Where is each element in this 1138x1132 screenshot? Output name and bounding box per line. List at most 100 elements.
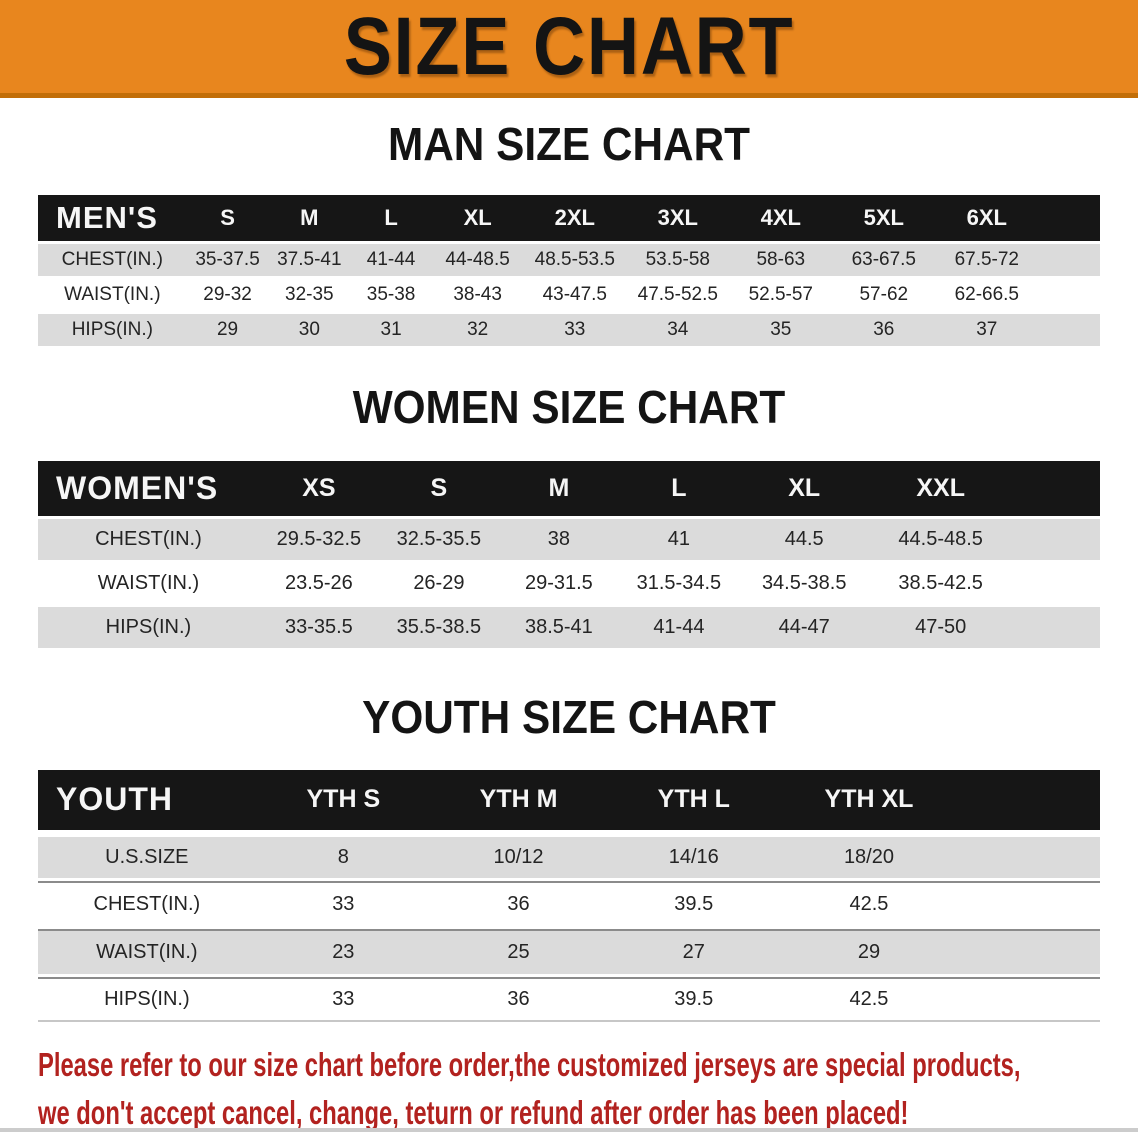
- size-value-cell: 33: [523, 314, 627, 347]
- youth-size-table: YOUTH YTH S YTH M YTH L YTH XL U.S.SIZE 8 10/12…: [38, 767, 1100, 1025]
- size-value-cell: 30: [268, 314, 351, 347]
- bottom-edge-strip: [0, 1128, 1138, 1132]
- content: MAN SIZE CHART MEN'S S M L XL 2XL 3XL 4XL 5XL 6XL…: [0, 120, 1138, 1132]
- header-row: WOMEN'S XS S M L XL XXL: [38, 460, 1100, 516]
- measurement-row: WAIST(IN.) 23 25 27 29: [38, 928, 1100, 974]
- measurement-row: HIPS(IN.) 29 30 31 32 33 34 35 36 37: [38, 314, 1100, 347]
- size-value-cell: 23.5-26: [258, 562, 379, 604]
- size-value-cell: 29: [781, 928, 957, 974]
- size-column-header: 2XL: [523, 195, 627, 242]
- size-value-cell: 35-37.5: [186, 244, 269, 277]
- size-column-header: XL: [738, 460, 870, 516]
- measurement-row: HIPS(IN.) 33-35.5 35.5-38.5 38.5-41 41-44 44-…: [38, 606, 1100, 648]
- size-value-cell: 57-62: [832, 279, 936, 312]
- size-value-cell: 29-32: [186, 279, 269, 312]
- size-value-cell: 26-29: [378, 562, 499, 604]
- table-header: YOUTH YTH S YTH M YTH L YTH XL: [38, 769, 1100, 830]
- size-value-cell: 29.5-32.5: [258, 518, 379, 560]
- header-row: YOUTH YTH S YTH M YTH L YTH XL: [38, 769, 1100, 830]
- size-value-cell: 33-35.5: [258, 606, 379, 648]
- size-value-cell: 25: [430, 928, 607, 974]
- size-value-cell: 43-47.5: [523, 279, 627, 312]
- size-value-cell: 35.5-38.5: [378, 606, 499, 648]
- size-column-header: S: [186, 195, 269, 242]
- row-filler: [956, 832, 1100, 878]
- section-youth: YOUTH SIZE CHART YOUTH YTH S YTH M YTH L YTH…: [38, 692, 1100, 1025]
- size-value-cell: 44.5-48.5: [869, 518, 1012, 560]
- size-value-cell: 37: [935, 314, 1039, 347]
- row-label: U.S.SIZE: [38, 832, 256, 878]
- size-value-cell: 42.5: [781, 880, 957, 926]
- table-body: U.S.SIZE 8 10/12 14/16 18/20 CHEST(IN.) 33 36 39…: [38, 832, 1100, 1022]
- disclaimer: Please refer to our size chart before or…: [38, 1041, 1100, 1132]
- row-filler: [1011, 518, 1100, 560]
- size-value-cell: 36: [430, 880, 607, 926]
- size-column-header: YTH XL: [781, 769, 957, 830]
- row-filler: [1011, 562, 1100, 604]
- header-row: MEN'S S M L XL 2XL 3XL 4XL 5XL 6XL: [38, 195, 1100, 242]
- size-value-cell: 47.5-52.5: [626, 279, 730, 312]
- table-body: CHEST(IN.) 29.5-32.5 32.5-35.5 38 41 44.5 44.5…: [38, 518, 1100, 648]
- size-value-cell: 63-67.5: [832, 244, 936, 277]
- measurement-row: U.S.SIZE 8 10/12 14/16 18/20: [38, 832, 1100, 878]
- row-filler: [1038, 314, 1100, 347]
- size-value-cell: 18/20: [781, 832, 957, 878]
- size-value-cell: 48.5-53.5: [523, 244, 627, 277]
- measurement-row: WAIST(IN.) 23.5-26 26-29 29-31.5 31.5-34.5 34…: [38, 562, 1100, 604]
- size-column-header: 5XL: [832, 195, 936, 242]
- men-section-heading: MAN SIZE CHART: [387, 118, 751, 170]
- size-value-cell: 32: [431, 314, 524, 347]
- men-size-table: MEN'S S M L XL 2XL 3XL 4XL 5XL 6XL CHEST(IN.) 35-37…: [38, 192, 1100, 349]
- size-column-header: YTH M: [430, 769, 607, 830]
- size-value-cell: 41: [618, 518, 739, 560]
- section-women: WOMEN SIZE CHART WOMEN'S XS S M L XL XXL CHEST(…: [38, 383, 1100, 650]
- size-column-header: 4XL: [729, 195, 833, 242]
- table-corner-label: YOUTH: [38, 769, 256, 830]
- row-filler: [1038, 279, 1100, 312]
- row-filler: [956, 976, 1100, 1022]
- size-value-cell: 41-44: [618, 606, 739, 648]
- header-filler: [1038, 195, 1100, 242]
- size-value-cell: 35-38: [350, 279, 432, 312]
- size-column-header: L: [618, 460, 739, 516]
- size-column-header: XS: [258, 460, 379, 516]
- size-value-cell: 35: [729, 314, 833, 347]
- row-label: WAIST(IN.): [38, 562, 259, 604]
- page-title: SIZE CHART: [343, 0, 795, 92]
- size-value-cell: 42.5: [781, 976, 957, 1022]
- size-column-header: S: [378, 460, 499, 516]
- measurement-row: HIPS(IN.) 33 36 39.5 42.5: [38, 976, 1100, 1022]
- row-label: HIPS(IN.): [38, 606, 259, 648]
- measurement-row: CHEST(IN.) 29.5-32.5 32.5-35.5 38 41 44.5 44.5…: [38, 518, 1100, 560]
- size-value-cell: 47-50: [869, 606, 1012, 648]
- size-value-cell: 67.5-72: [935, 244, 1039, 277]
- size-value-cell: 14/16: [606, 832, 782, 878]
- section-men: MAN SIZE CHART MEN'S S M L XL 2XL 3XL 4XL 5XL 6XL…: [38, 120, 1100, 349]
- size-column-header: YTH L: [606, 769, 782, 830]
- size-value-cell: 33: [255, 880, 431, 926]
- row-label: HIPS(IN.): [38, 314, 187, 347]
- disclaimer-line-2: we don't accept cancel, change, teturn o…: [38, 1093, 909, 1131]
- row-filler: [1011, 606, 1100, 648]
- size-value-cell: 29: [186, 314, 269, 347]
- size-value-cell: 27: [606, 928, 782, 974]
- size-value-cell: 58-63: [729, 244, 833, 277]
- measurement-row: CHEST(IN.) 33 36 39.5 42.5: [38, 880, 1100, 926]
- size-value-cell: 39.5: [606, 880, 782, 926]
- size-value-cell: 44-47: [738, 606, 870, 648]
- size-column-header: 6XL: [935, 195, 1039, 242]
- size-value-cell: 34: [626, 314, 730, 347]
- header-filler: [956, 769, 1100, 830]
- size-column-header: YTH S: [255, 769, 431, 830]
- size-value-cell: 32-35: [268, 279, 351, 312]
- size-value-cell: 31: [350, 314, 432, 347]
- row-label: CHEST(IN.): [38, 518, 259, 560]
- size-value-cell: 32.5-35.5: [378, 518, 499, 560]
- table-body: CHEST(IN.) 35-37.5 37.5-41 41-44 44-48.5 48.5…: [38, 244, 1100, 347]
- disclaimer-line-1: Please refer to our size chart before or…: [38, 1045, 1021, 1083]
- size-value-cell: 39.5: [606, 976, 782, 1022]
- women-section-heading: WOMEN SIZE CHART: [352, 381, 786, 434]
- size-value-cell: 31.5-34.5: [618, 562, 739, 604]
- row-label: CHEST(IN.): [38, 244, 187, 277]
